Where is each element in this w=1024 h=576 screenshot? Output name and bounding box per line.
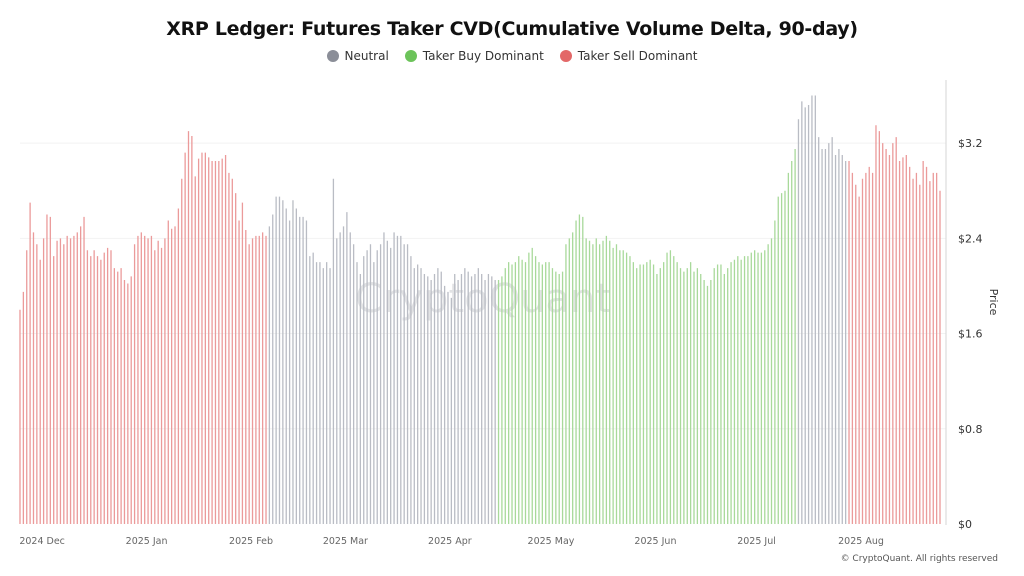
x-tick-label: 2024 Dec bbox=[19, 536, 65, 547]
y-tick-label: $0 bbox=[958, 518, 972, 531]
x-tick-label: 2025 Apr bbox=[428, 536, 472, 547]
chart-title: XRP Ledger: Futures Taker CVD(Cumulative… bbox=[166, 18, 858, 40]
x-ticks: 2024 Dec 2025 Jan 2025 Feb 2025 Mar 2025 Apr… bbox=[19, 536, 884, 547]
legend-dot-sell bbox=[559, 50, 572, 62]
x-tick-label: 2025 Mar bbox=[323, 536, 368, 547]
copyright-footer: © CryptoQuant. All rights reserved bbox=[840, 554, 998, 564]
legend-label: Taker Sell Dominant bbox=[577, 49, 698, 63]
legend-item-neutral[interactable]: Neutral bbox=[326, 49, 389, 63]
y-axis-label: Price bbox=[987, 289, 1000, 316]
y-tick-label: $0.8 bbox=[958, 423, 983, 436]
legend-label: Neutral bbox=[344, 49, 389, 63]
y-tick-label: $3.2 bbox=[958, 137, 983, 150]
y-tick-label: $1.6 bbox=[958, 328, 983, 341]
legend-item-sell[interactable]: Taker Sell Dominant bbox=[559, 49, 698, 63]
legend-dot-neutral bbox=[326, 50, 339, 62]
x-tick-label: 2025 Aug bbox=[838, 536, 884, 547]
legend-dot-buy bbox=[404, 50, 417, 62]
x-tick-label: 2025 Jun bbox=[634, 536, 676, 547]
y-tick-label: $2.4 bbox=[958, 232, 983, 245]
legend-item-buy[interactable]: Taker Buy Dominant bbox=[404, 49, 544, 63]
x-tick-label: 2025 Jan bbox=[126, 536, 168, 547]
y-ticks: $0 $0.8 $1.6 $2.4 $3.2 bbox=[958, 137, 983, 531]
legend: Neutral Taker Buy Dominant Taker Sell Do… bbox=[0, 49, 1024, 63]
bars bbox=[19, 95, 941, 524]
x-tick-label: 2025 Feb bbox=[229, 536, 273, 547]
legend-label: Taker Buy Dominant bbox=[422, 49, 544, 63]
x-tick-label: 2025 May bbox=[528, 536, 575, 547]
x-tick-label: 2025 Jul bbox=[737, 536, 776, 547]
